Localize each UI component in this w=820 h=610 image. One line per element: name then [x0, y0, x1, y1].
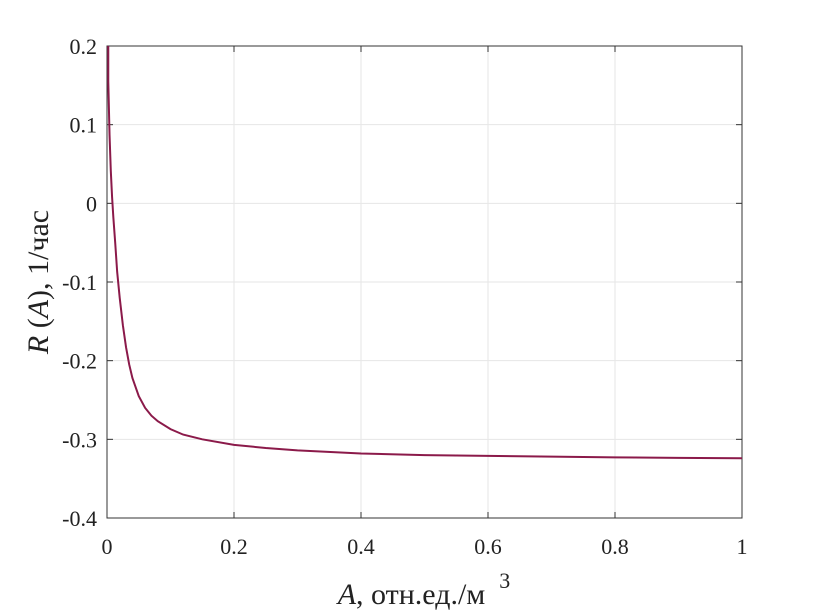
- x-axis-label: A, отн.ед./м 3: [336, 568, 511, 610]
- y-axis-label-rest: ), 1/час: [22, 210, 55, 300]
- x-tick-label: 0: [102, 534, 113, 559]
- series-line: [107, 46, 743, 460]
- y-tick-label: 0.1: [70, 113, 98, 138]
- y-tick-label: -0.4: [62, 506, 97, 531]
- x-tick-label: 0.2: [220, 534, 248, 559]
- x-axis-label-sup: 3: [499, 568, 510, 593]
- x-axis-label-var: A: [336, 578, 357, 610]
- x-tick-label: 0.6: [474, 534, 502, 559]
- x-tick-label: 0.4: [347, 534, 375, 559]
- y-tick-label: -0.2: [62, 349, 97, 374]
- y-axis-label: R (A), 1/час: [22, 210, 55, 355]
- y-axis-label-var2: A: [22, 299, 55, 320]
- x-tick-label: 0.8: [601, 534, 629, 559]
- y-tick-label: 0.2: [70, 34, 98, 59]
- x-tick-labels: 0 0.2 0.4 0.6 0.8 1: [102, 534, 748, 559]
- y-axis-label-mid: (: [22, 318, 55, 336]
- y-tick-label: 0: [86, 191, 97, 216]
- y-tick-labels: 0.2 0.1 0 -0.1 -0.2 -0.3 -0.4: [62, 34, 97, 531]
- x-tick-label: 1: [737, 534, 748, 559]
- x-axis-label-rest: , отн.ед./м: [356, 578, 485, 610]
- series-group: [107, 46, 743, 460]
- y-tick-label: -0.3: [62, 427, 97, 452]
- grid: [106, 45, 743, 519]
- y-axis-label-var1: R: [22, 336, 55, 355]
- y-tick-label: -0.1: [62, 270, 97, 295]
